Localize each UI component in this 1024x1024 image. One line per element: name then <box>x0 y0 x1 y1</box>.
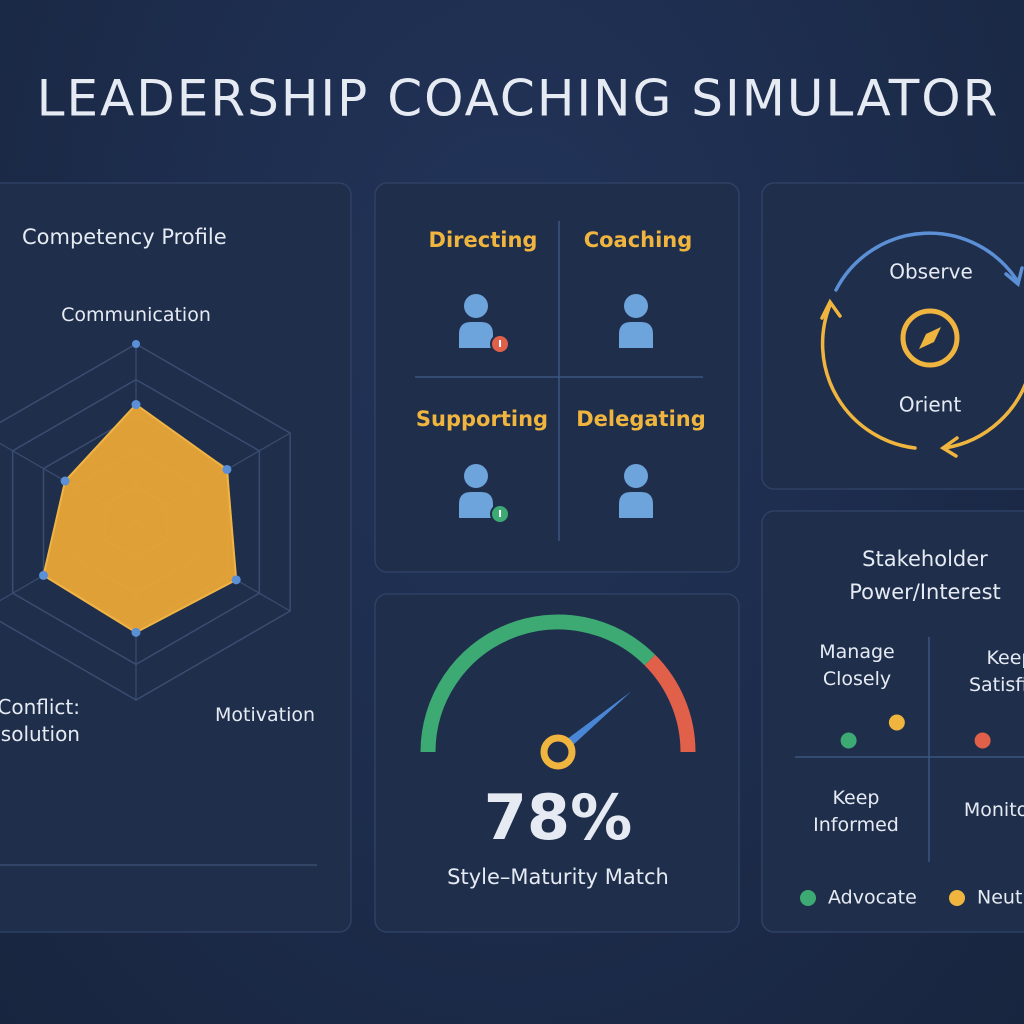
person-head <box>464 294 488 318</box>
cycle-step: Observe <box>889 260 973 284</box>
quadrant-label: Keep Satisfied <box>968 647 1024 696</box>
cycle-arrows <box>820 231 1024 458</box>
compass-icon <box>900 308 960 368</box>
gauge-band <box>644 654 696 753</box>
axis-end <box>132 340 140 348</box>
cycle-arc <box>834 231 1020 292</box>
page-title: LEADERSHIP COACHING SIMULATOR <box>37 70 1000 128</box>
axis-label: Motivation <box>214 704 316 726</box>
cycle-arc <box>943 382 1024 450</box>
legend-swatch <box>949 890 965 906</box>
style-label: Supporting <box>416 407 548 431</box>
legend-label: Neutral <box>977 887 1024 909</box>
compass-needle <box>919 327 941 349</box>
gauge-hub <box>540 734 576 770</box>
style-label: Delegating <box>576 407 706 431</box>
cycle-arc <box>820 303 917 450</box>
person-body <box>459 322 493 348</box>
arrow-head <box>1004 266 1024 288</box>
chart-title: Competency Profile <box>22 225 227 249</box>
person-body <box>459 492 493 518</box>
radar-point <box>60 476 70 486</box>
radar-point <box>231 575 241 585</box>
person-body <box>619 492 653 518</box>
chart-title: Stakeholder Power/Interest <box>849 547 1001 604</box>
person-head <box>464 464 488 488</box>
stakeholder-point <box>840 732 857 749</box>
arrow-head <box>820 298 842 320</box>
stakeholder-point <box>974 732 991 749</box>
quadrant-label: Monitor <box>963 799 1024 821</box>
radar-point <box>131 627 141 637</box>
arrow-head <box>939 436 959 458</box>
legend-label: Advocate <box>828 887 917 909</box>
stakeholder-point <box>888 714 905 731</box>
style-label: Directing <box>429 228 538 252</box>
axis-label: Communication <box>61 304 211 326</box>
panel <box>761 182 1024 490</box>
axis-label: Conflict: Resolution <box>0 695 80 746</box>
radar-point <box>39 570 49 580</box>
panels <box>0 182 1024 933</box>
chart-title: Style–Maturity Match <box>447 865 669 889</box>
legend-swatch <box>800 890 816 906</box>
radar-point <box>222 464 232 474</box>
radar-point <box>131 400 141 410</box>
style-label: Coaching <box>584 228 693 252</box>
person-head <box>624 464 648 488</box>
person-head <box>624 294 648 318</box>
gauge-needle <box>554 691 632 756</box>
quadrant-label: Keep Informed <box>813 787 899 836</box>
quadrant-label: Manage Closely <box>819 641 895 690</box>
person-body <box>619 322 653 348</box>
cycle-step: Orient <box>899 393 962 417</box>
gauge-value: 78% <box>484 781 632 854</box>
gauge-band <box>420 614 656 753</box>
